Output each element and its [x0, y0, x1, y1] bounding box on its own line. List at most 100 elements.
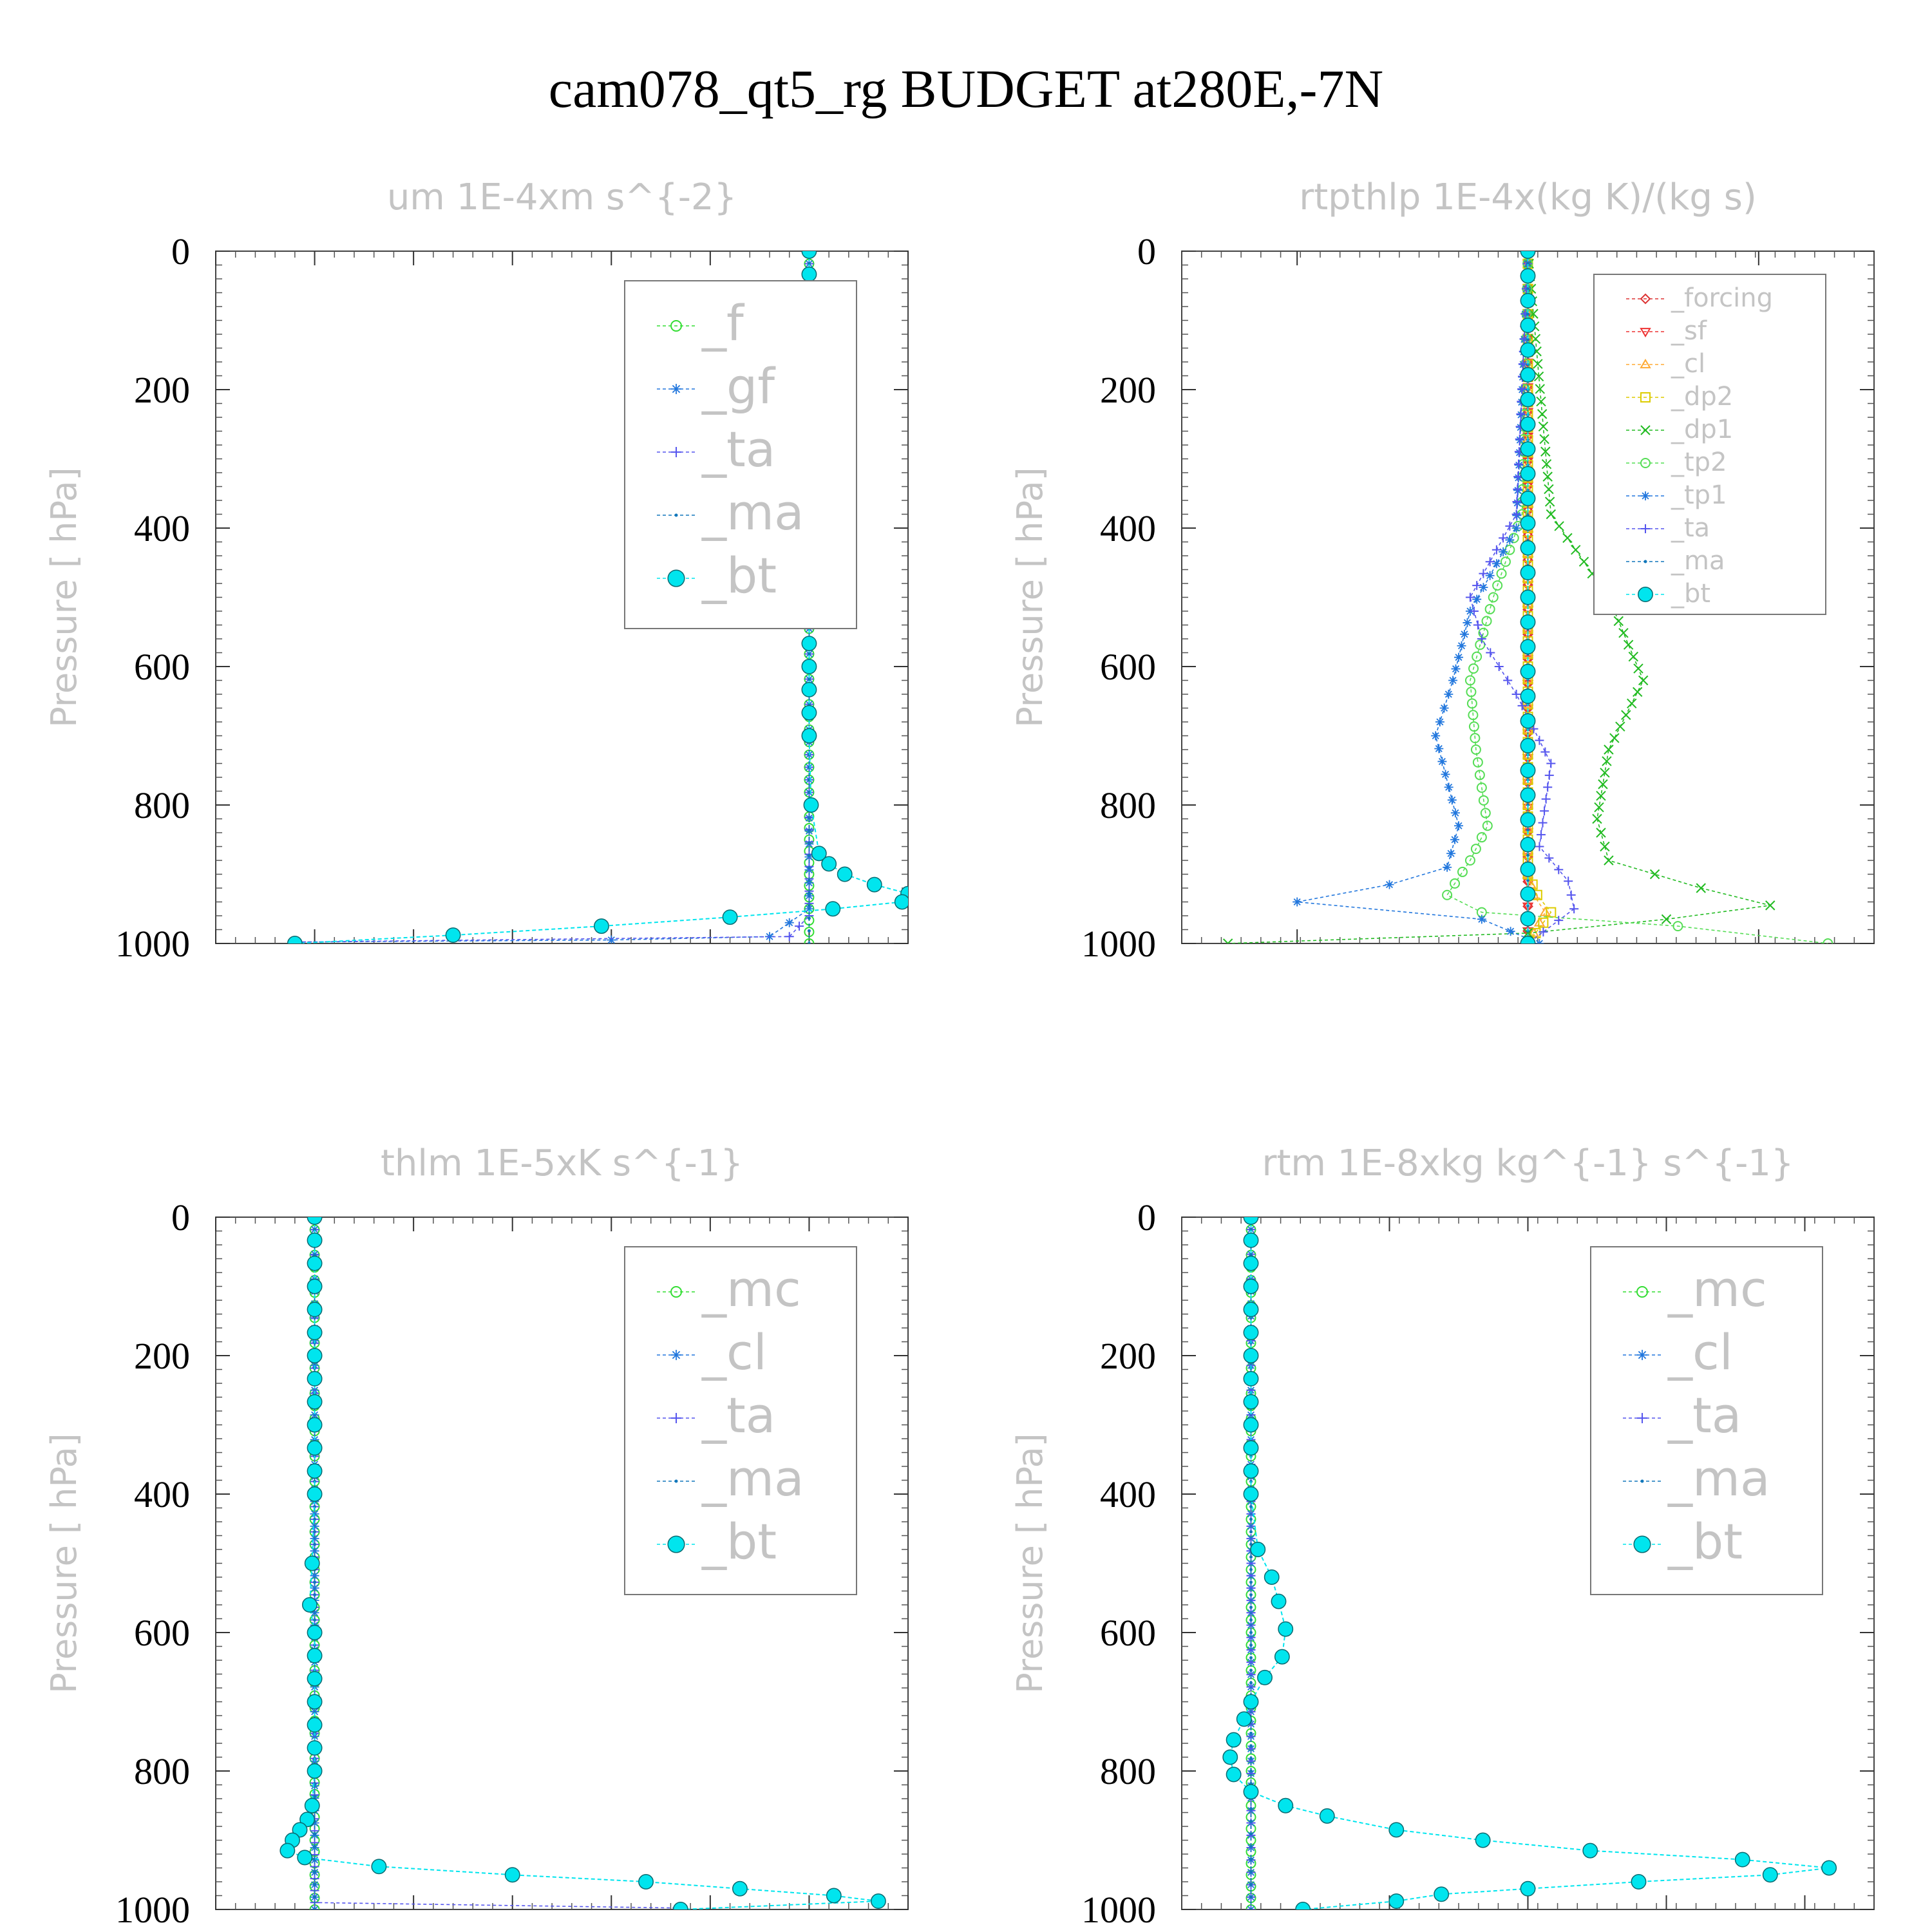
legend-entry: _bt	[701, 547, 777, 604]
legend-entry: _ma	[1667, 1450, 1770, 1507]
y-tick-label: 800	[134, 1750, 190, 1792]
y-axis-label: Pressure [ hPa]	[44, 467, 84, 728]
figure-title: cam078_qt5_rg BUDGET at280E,-7N	[548, 59, 1384, 119]
x-tick-label: 4	[503, 1931, 522, 1932]
x-tick-label: 0.0	[786, 965, 833, 966]
legend-entry: _sf	[1671, 316, 1707, 346]
x-tick-label: 1.2	[1643, 1931, 1690, 1932]
series-markers	[279, 1217, 886, 1909]
legend-entry: _tp2	[1671, 448, 1727, 477]
x-tick-label: 10	[790, 1931, 828, 1932]
legend: _mc_cl _ta _ma _bt	[624, 1246, 857, 1595]
legend-entry: _bt	[1667, 1513, 1743, 1570]
legend-entry: _cl	[701, 1323, 767, 1381]
x-tick-label: -0.5	[681, 965, 740, 966]
legend-entry: _tp1	[1671, 480, 1727, 510]
series-ta	[1465, 251, 1579, 943]
series-line	[1297, 251, 1540, 943]
legend-entry: _forcing	[1671, 283, 1773, 313]
x-tick-label: 0.5	[885, 965, 932, 966]
x-tick-label: 0.00020	[1698, 965, 1820, 966]
y-tick-label: 200	[1100, 369, 1156, 411]
legend: _mc_cl _ta _ma _bt	[1590, 1246, 1823, 1595]
series-markers	[1520, 251, 1536, 943]
series-markers	[1222, 1217, 1837, 1909]
panel-title: um 1E-4xm s^{-2}	[387, 176, 737, 218]
x-tick-label: 6	[602, 1931, 621, 1932]
y-tick-label: 0	[1137, 1197, 1156, 1238]
y-tick-label: 1000	[115, 1889, 190, 1931]
legend-entry: _ta	[701, 1387, 775, 1444]
legend-entry: _ta	[1667, 1387, 1741, 1444]
y-tick-label: 0	[171, 231, 190, 272]
legend-entry: _f	[701, 294, 745, 352]
legend-entry: _ma	[1671, 546, 1725, 576]
legend-entry: _bt	[1671, 579, 1710, 609]
legend-entry: _mc	[1667, 1260, 1767, 1318]
y-tick-label: 200	[134, 1335, 190, 1377]
y-axis-label: Pressure [ hPa]	[1010, 1433, 1050, 1694]
y-axis-label: Pressure [ hPa]	[1010, 467, 1050, 728]
y-tick-label: 600	[1100, 646, 1156, 688]
y-tick-label: 200	[134, 369, 190, 411]
y-tick-label: 1000	[1081, 1889, 1156, 1931]
y-tick-label: 800	[1100, 1750, 1156, 1792]
chart-thlm: thlm 1E-5xK s^{-1} Pressure [ hPa] -2 0 2 4 6 8…	[44, 1142, 927, 1932]
legend-entry: _bt	[701, 1513, 777, 1570]
legend-entry: _gf	[701, 357, 776, 415]
y-tick-label: 600	[134, 1612, 190, 1654]
y-tick-label: 400	[134, 1473, 190, 1515]
x-tick-label: 0.4	[1366, 1931, 1413, 1932]
y-tick-label: 400	[1100, 507, 1156, 549]
panel-title: rtm 1E-8xkg kg^{-1} s^{-1}	[1262, 1142, 1794, 1184]
legend-entry: _cl	[1667, 1323, 1733, 1381]
x-tick-label: -3.0	[186, 965, 245, 966]
x-tick-label: 8	[701, 1931, 719, 1932]
y-tick-label: 1000	[115, 923, 190, 965]
y-tick-label: 800	[1100, 784, 1156, 826]
series-line	[1229, 1217, 1830, 1909]
x-tick-label: -1.0	[582, 965, 641, 966]
y-tick-label: 400	[134, 507, 190, 549]
legend: _f_gf _ta _ma _bt	[624, 280, 857, 629]
legend-entry: _ma	[701, 1450, 804, 1507]
x-tick-label: -2	[200, 1931, 231, 1932]
legend-entry: _mc	[701, 1260, 801, 1318]
chart-rtpthlp: rtpthlp 1E-4x(kg K)/(kg s) Pressure [ hPa…	[1010, 176, 1875, 966]
x-tick-label: 2	[404, 1931, 423, 1932]
y-tick-label: 0	[1137, 231, 1156, 272]
series-markers	[1293, 251, 1544, 943]
series-bt	[279, 1217, 886, 1909]
chart-rtm: rtm 1E-8xkg kg^{-1} s^{-1} Pressure [ hPa…	[1010, 1142, 1875, 1932]
legend: _forcing_sf_cl_dp2 _dp1 _tp2 _tp1_ta_ma_bt	[1593, 274, 1826, 615]
x-tick-label: -1.5	[483, 965, 542, 966]
y-tick-label: 800	[134, 784, 190, 826]
chart-um: um 1E-4xm s^{-2} Pressure [ hPa] -3.0 -2.5 -…	[44, 176, 932, 966]
x-tick-label: 12	[889, 1931, 927, 1932]
x-tick-label: 1.6	[1781, 1931, 1828, 1932]
y-tick-label: 0	[171, 1197, 190, 1238]
legend-entry: _cl	[1671, 349, 1705, 379]
y-tick-label: 600	[1100, 1612, 1156, 1654]
panel-title: thlm 1E-5xK s^{-1}	[381, 1142, 743, 1184]
legend-entry: _dp1	[1671, 415, 1733, 444]
legend-entry: _ta	[701, 421, 775, 478]
y-axis-label: Pressure [ hPa]	[44, 1433, 84, 1694]
panel-title: rtpthlp 1E-4x(kg K)/(kg s)	[1299, 176, 1757, 218]
x-tick-label: 0.0	[1227, 1931, 1274, 1932]
legend-entry: _dp2	[1671, 382, 1733, 412]
tick-marks	[1182, 1217, 1874, 1910]
x-tick-label: -2.5	[285, 965, 345, 966]
series-tp1	[1293, 251, 1544, 943]
y-tick-label: 600	[134, 646, 190, 688]
y-tick-label: 1000	[1081, 923, 1156, 965]
y-tick-label: 400	[1100, 1473, 1156, 1515]
series-bt	[1520, 251, 1536, 943]
x-tick-label: 0.8	[1504, 1931, 1551, 1932]
series-bt	[1222, 1217, 1837, 1909]
x-tick-label: 0	[305, 1931, 324, 1932]
x-tick-label: -2.0	[384, 965, 443, 966]
tick-marks	[215, 1217, 909, 1910]
y-tick-label: 200	[1100, 1335, 1156, 1377]
legend-entry: _ta	[1671, 513, 1710, 543]
